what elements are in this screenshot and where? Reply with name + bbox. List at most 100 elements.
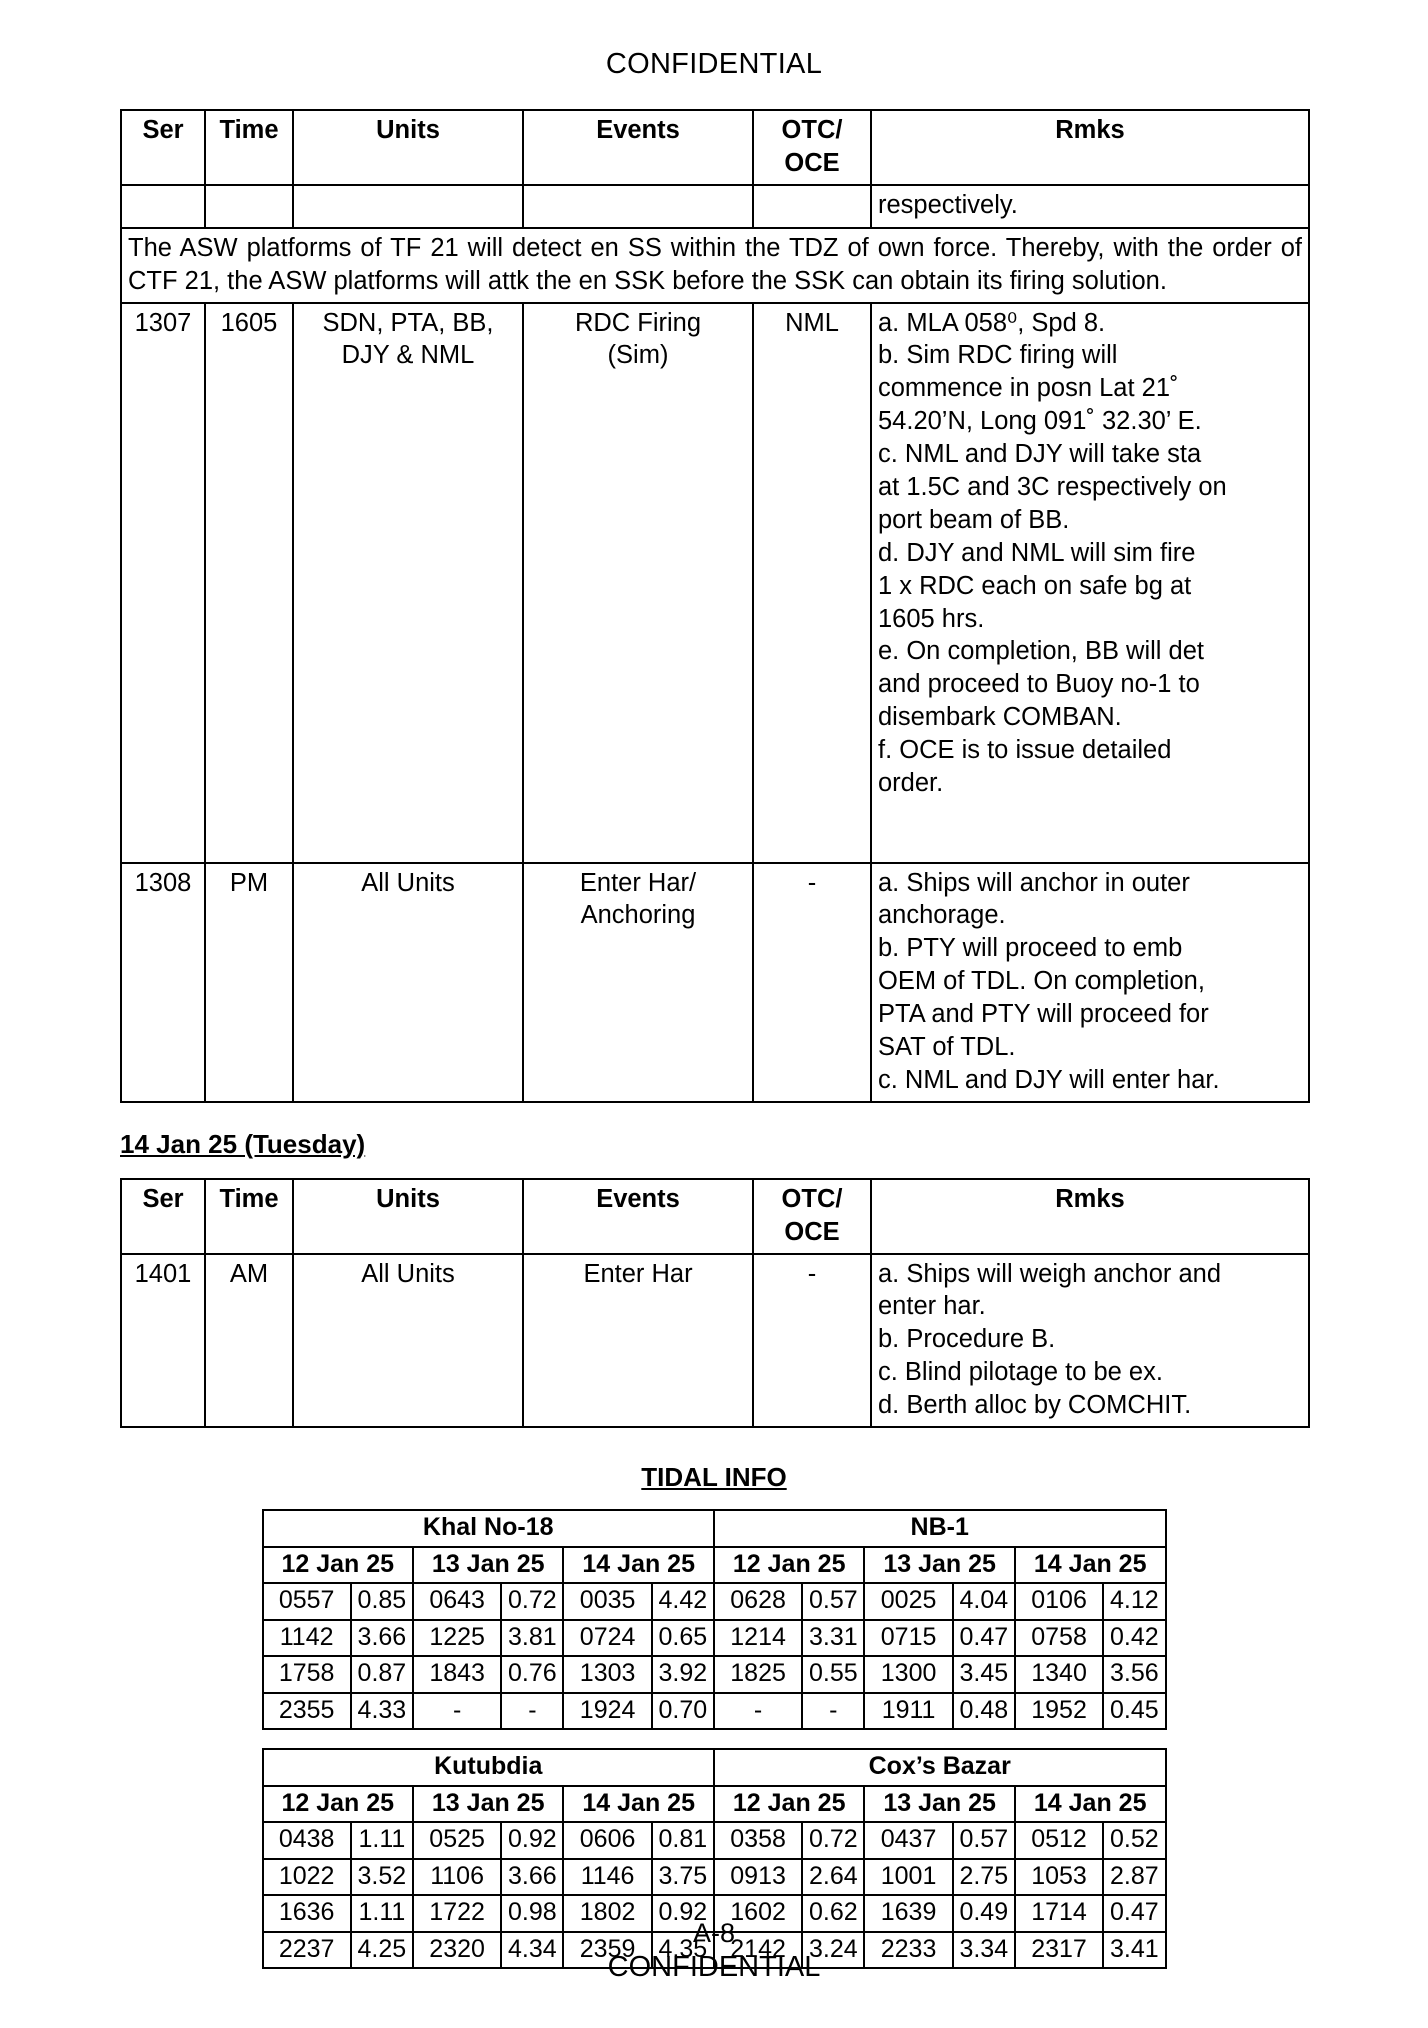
tidal-cell: 0358: [712, 1821, 804, 1860]
tidal-cell: 0724: [562, 1618, 653, 1658]
tidal-cell: 2.75: [951, 1857, 1016, 1897]
events-line2: (Sim): [607, 341, 669, 370]
table-header-row: Ser Time Units Events OTC/ OCE Rmks: [120, 109, 1310, 186]
rmks-line: e. On completion, BB will det: [878, 637, 1204, 666]
tidal-data-row: 1142 3.66 1225 3.81 0724 0.65 1214 3.31 …: [261, 1618, 1167, 1658]
cell-otc: -: [752, 861, 872, 1103]
tidal-cell: 3.56: [1102, 1655, 1167, 1694]
col-header-time: Time: [204, 109, 294, 186]
tidal-data-row: 0557 0.85 0643 0.72 0035 4.42 0628 0.57 …: [261, 1582, 1167, 1621]
rmks-line: a. Ships will anchor in outer: [878, 868, 1190, 897]
tidal-cell: 1146: [562, 1857, 653, 1897]
tidal-cell: 4.34: [500, 1930, 565, 1970]
cell-ser: 1401: [120, 1252, 206, 1429]
col-header-ser: Ser: [120, 109, 206, 186]
cell-units: [292, 183, 524, 229]
units-line1: SDN, PTA, BB,: [322, 308, 494, 337]
tidal-cell: 1825: [712, 1655, 804, 1694]
cell-rmks: respectively.: [870, 183, 1310, 229]
tidal-cell: 2.87: [1102, 1857, 1167, 1897]
tidal-cell: 0.62: [801, 1894, 866, 1933]
tidal-cell: 1636: [261, 1894, 352, 1933]
tidal-cell: 0.42: [1102, 1618, 1167, 1658]
tidal-cell: 0.92: [500, 1821, 565, 1860]
tidal-cell: 0.76: [500, 1655, 565, 1694]
units-line2: DJY & NML: [341, 341, 475, 370]
tidal-cell: 0628: [712, 1582, 804, 1621]
tidal-cell: 0606: [562, 1821, 653, 1860]
tidal-cell: 4.04: [951, 1582, 1016, 1621]
col-header-events: Events: [522, 109, 754, 186]
tidal-cell: 0512: [1013, 1821, 1105, 1860]
tidal-cell: 1758: [261, 1655, 352, 1694]
otc-label-line1: OTC/: [781, 116, 843, 144]
tidal-data-row: 1022 3.52 1106 3.66 1146 3.75 0913 2.64 …: [261, 1857, 1167, 1897]
cell-time: [204, 183, 294, 229]
tidal-cell: 1300: [863, 1655, 954, 1694]
rmks-line: b. Sim RDC firing will: [878, 341, 1118, 370]
tidal-data-row: 2237 4.25 2320 4.34 2359 4.35 2142 3.24 …: [261, 1930, 1167, 1970]
tidal-cell: 0.98: [500, 1894, 565, 1933]
tidal-cell: 1340: [1013, 1655, 1105, 1694]
cell-time: 1605: [204, 301, 294, 864]
tidal-cell: 4.33: [349, 1691, 414, 1731]
rmks-line: port beam of BB.: [878, 505, 1070, 534]
tidal-cell: 2237: [261, 1930, 352, 1970]
tidal-cell: 1639: [863, 1894, 954, 1933]
rmks-line: a. Ships will weigh anchor and: [878, 1259, 1222, 1288]
tidal-cell: 0758: [1013, 1618, 1105, 1658]
tidal-cell: 0.57: [801, 1582, 866, 1621]
rmks-line: at 1.5C and 3C respectively on: [878, 473, 1227, 502]
rmks-line: and proceed to Buoy no-1 to: [878, 670, 1200, 699]
tidal-info-title: TIDAL INFO: [641, 1462, 787, 1493]
col-header-events: Events: [522, 1177, 754, 1255]
otc-label-line1: OTC/: [781, 1184, 843, 1213]
otc-label-line2: OCE: [784, 148, 840, 177]
tidal-date-header: 14 Jan 25: [1013, 1784, 1167, 1824]
rmks-line: commence in posn Lat 21˚: [878, 374, 1179, 403]
tidal-cell: 0525: [411, 1821, 503, 1860]
rmks-line: disembark COMBAN.: [878, 703, 1122, 732]
tidal-station-name: Khal No-18: [261, 1509, 715, 1548]
tidal-cell: 0106: [1013, 1582, 1105, 1621]
tidal-data-row: 1636 1.11 1722 0.98 1802 0.92 1602 0.62 …: [261, 1894, 1167, 1933]
col-header-otc-oce: OTC/ OCE: [752, 109, 872, 186]
cell-events: Enter Har/ Anchoring: [522, 861, 754, 1103]
rmks-line: anchorage.: [878, 901, 1006, 930]
cell-events: RDC Firing (Sim): [522, 301, 754, 864]
cell-units: SDN, PTA, BB, DJY & NML: [292, 301, 524, 864]
cell-ser: [120, 183, 206, 229]
cell-events: [522, 183, 754, 229]
tidal-cell: 1001: [863, 1857, 954, 1897]
rmks-line: 54.20’N, Long 091˚ 32.30’ E.: [878, 407, 1202, 436]
events-line1: RDC Firing: [574, 308, 702, 337]
tidal-cell: 2.64: [801, 1857, 866, 1897]
tidal-cell: 1722: [411, 1894, 503, 1933]
cell-otc: -: [752, 1252, 872, 1429]
table-row: 1401 AM All Units Enter Har - a. Ships w…: [120, 1252, 1310, 1429]
tidal-cell: 1911: [863, 1691, 954, 1731]
tidal-cell: 3.66: [500, 1857, 565, 1897]
table-row: 1307 1605 SDN, PTA, BB, DJY & NML RDC Fi…: [120, 301, 1310, 864]
rmks-line: f. OCE is to issue detailed: [878, 736, 1172, 765]
tidal-cell: 1952: [1013, 1691, 1105, 1731]
cell-time: PM: [204, 861, 294, 1103]
tidal-date-row: 12 Jan 25 13 Jan 25 14 Jan 25 12 Jan 25 …: [261, 1545, 1167, 1585]
tidal-cell: 0.70: [650, 1691, 715, 1731]
rmks-line: OEM of TDL. On completion,: [878, 967, 1205, 996]
tidal-cell: 3.75: [650, 1857, 715, 1897]
tidal-cell: -: [411, 1691, 503, 1731]
tidal-cell: 4.12: [1102, 1582, 1167, 1621]
tidal-cell: 0025: [863, 1582, 954, 1621]
tidal-cell: 2233: [863, 1930, 954, 1970]
tidal-cell: 1802: [562, 1894, 653, 1933]
tidal-date-header: 12 Jan 25: [712, 1545, 866, 1585]
table-row-continuation: respectively.: [120, 183, 1310, 229]
cell-time: AM: [204, 1252, 294, 1429]
tidal-cell: 3.81: [500, 1618, 565, 1658]
tidal-cell: 2320: [411, 1930, 503, 1970]
tidal-date-header: 14 Jan 25: [562, 1784, 715, 1824]
tidal-cell: 1843: [411, 1655, 503, 1694]
tidal-cell: 0557: [261, 1582, 352, 1621]
